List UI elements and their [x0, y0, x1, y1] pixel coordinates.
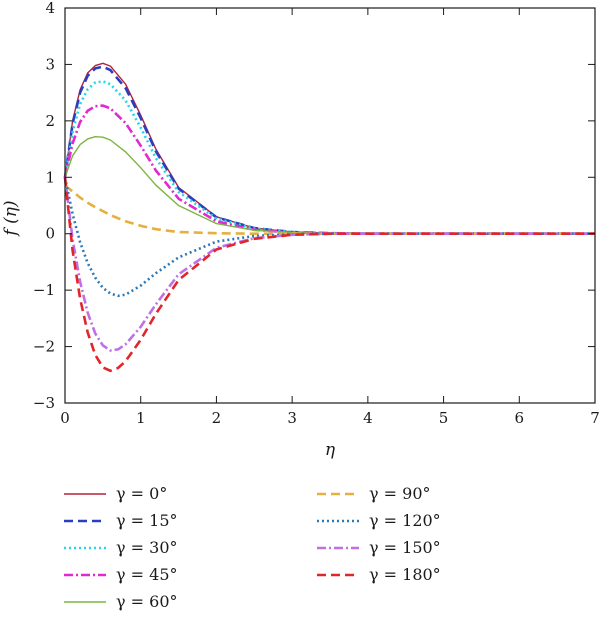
- legend-entry: γ = 60°: [64, 592, 178, 611]
- y-tick-label: −3: [33, 394, 55, 412]
- legend-label: γ = 0°: [116, 484, 167, 503]
- y-tick-label: −2: [33, 338, 55, 356]
- axes: 0 1 2 3 4 5 6 7 4 3 2 1 0 −1 −2 −3: [33, 0, 600, 427]
- y-axis-label: f (η): [1, 200, 21, 237]
- legend-entry: γ = 180°: [317, 565, 441, 584]
- legend-label: γ = 15°: [116, 511, 178, 530]
- series-line-6: [63, 177, 595, 298]
- legend-entry: γ = 45°: [64, 565, 178, 584]
- x-axis-label: η: [325, 440, 336, 460]
- y-tick-label: 3: [45, 55, 55, 73]
- legend-label: γ = 45°: [116, 565, 178, 584]
- x-tick-label: 4: [363, 409, 373, 427]
- series-line-5: [64, 184, 595, 235]
- series-line-7: [63, 177, 595, 352]
- y-tick-label: 2: [45, 112, 55, 130]
- legend-label: γ = 180°: [369, 565, 441, 584]
- series-line-2: [63, 80, 595, 235]
- series-line-0: [64, 62, 595, 235]
- legend: γ = 0° γ = 15° γ = 30° γ = 45° γ = 60° γ = 90…: [64, 484, 441, 611]
- x-tick-label: 3: [287, 409, 297, 427]
- legend-entry: γ = 90°: [317, 484, 431, 503]
- legend-label: γ = 120°: [369, 511, 441, 530]
- y-tick-label: 1: [45, 168, 55, 186]
- plot-area: [63, 62, 595, 373]
- x-tick-label: 1: [136, 409, 146, 427]
- y-tick-label: 0: [45, 225, 55, 243]
- series-line-8: [63, 177, 595, 373]
- legend-label: γ = 30°: [116, 538, 178, 557]
- x-tick-label: 5: [439, 409, 449, 427]
- legend-entry: γ = 150°: [317, 538, 441, 557]
- legend-label: γ = 150°: [369, 538, 441, 557]
- x-tick-label: 7: [590, 409, 600, 427]
- x-tick-label: 2: [212, 409, 222, 427]
- y-tick-label: −1: [33, 281, 55, 299]
- x-tick-label: 0: [60, 409, 70, 427]
- legend-entry: γ = 120°: [317, 511, 441, 530]
- x-tick-label: 6: [515, 409, 525, 427]
- legend-entry: γ = 30°: [64, 538, 178, 557]
- legend-label: γ = 60°: [116, 592, 178, 611]
- plot-frame: [64, 7, 596, 404]
- y-tick-label: 4: [45, 0, 55, 17]
- legend-entry: γ = 15°: [64, 511, 178, 530]
- series-line-4: [64, 135, 595, 235]
- legend-entry: γ = 0°: [64, 484, 167, 503]
- series-line-3: [63, 104, 595, 235]
- legend-label: γ = 90°: [369, 484, 431, 503]
